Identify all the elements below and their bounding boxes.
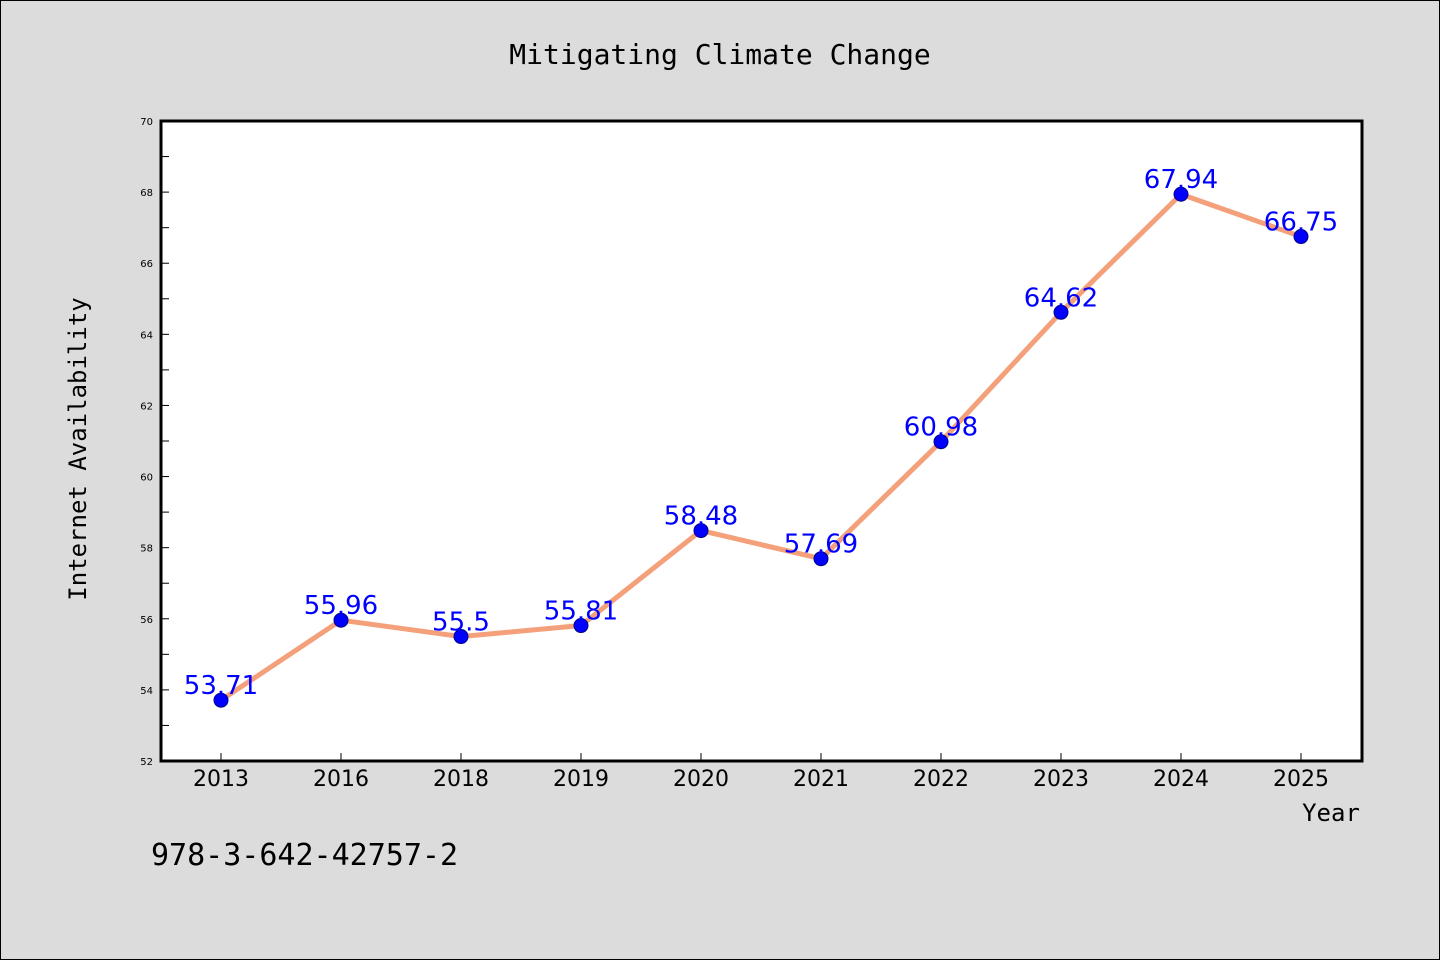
y-axis-label: Internet Availability bbox=[64, 297, 92, 600]
data-point-marker bbox=[1053, 304, 1069, 320]
data-label: 55.96 bbox=[304, 591, 378, 621]
data-label: 58.48 bbox=[664, 502, 738, 532]
data-point-marker bbox=[213, 692, 229, 708]
x-tick-label: 2020 bbox=[673, 767, 729, 792]
plot-border bbox=[159, 119, 1364, 763]
data-point-marker bbox=[813, 551, 829, 567]
y-tick-label: 66 bbox=[140, 259, 153, 270]
y-tick-label: 64 bbox=[140, 330, 153, 341]
plot-area bbox=[161, 121, 1362, 761]
data-labels: 53.71 55.96 55.5 55.81 58.48 57.69 60.98 64.62 6… bbox=[184, 165, 1338, 701]
y-tick-label: 68 bbox=[140, 188, 153, 199]
data-point-marker bbox=[933, 434, 949, 450]
series-line bbox=[218, 191, 1304, 703]
x-tick-label: 2022 bbox=[913, 767, 969, 792]
x-tick-label: 2025 bbox=[1273, 767, 1329, 792]
x-tick-label: 2023 bbox=[1033, 767, 1089, 792]
data-point-marker bbox=[333, 612, 349, 628]
x-tick-label: 2024 bbox=[1153, 767, 1209, 792]
data-label: 53.71 bbox=[184, 671, 258, 701]
y-tick-label: 70 bbox=[140, 117, 153, 128]
data-label: 67.94 bbox=[1144, 165, 1218, 195]
data-point-marker bbox=[693, 523, 709, 539]
x-tick-label: 2018 bbox=[433, 767, 489, 792]
x-tick-label: 2016 bbox=[313, 767, 369, 792]
y-tick-label: 60 bbox=[140, 473, 153, 484]
y-tick-label: 58 bbox=[140, 544, 153, 555]
data-label: 60.98 bbox=[904, 413, 978, 443]
x-axis-label: Year bbox=[1302, 799, 1360, 827]
data-label: 55.5 bbox=[432, 608, 490, 638]
data-markers bbox=[213, 186, 1309, 708]
x-tick-label: 2019 bbox=[553, 767, 609, 792]
y-axis-ticks: 52 54 56 58 60 62 64 66 68 70 bbox=[140, 117, 169, 768]
data-label: 55.81 bbox=[544, 597, 618, 627]
data-label: 57.69 bbox=[784, 530, 858, 560]
y-tick-label: 56 bbox=[140, 615, 153, 626]
data-point-marker bbox=[453, 629, 469, 645]
x-tick-label: 2021 bbox=[793, 767, 849, 792]
data-label: 64.62 bbox=[1024, 283, 1098, 313]
data-point-marker bbox=[1293, 229, 1309, 245]
isbn-text: 978-3-642-42757-2 bbox=[151, 838, 458, 873]
x-tick-label: 2013 bbox=[193, 767, 249, 792]
data-point-marker bbox=[573, 618, 589, 634]
data-point-marker bbox=[1173, 186, 1189, 202]
y-tick-label: 52 bbox=[140, 757, 153, 768]
chart-title: Mitigating Climate Change bbox=[509, 38, 930, 71]
y-tick-label: 62 bbox=[140, 401, 153, 412]
data-label: 66.75 bbox=[1264, 208, 1338, 238]
x-axis-ticks: 2013 2016 2018 2019 2020 2021 2022 2023 2024 2025 bbox=[193, 753, 1329, 792]
y-tick-label: 54 bbox=[140, 686, 153, 697]
